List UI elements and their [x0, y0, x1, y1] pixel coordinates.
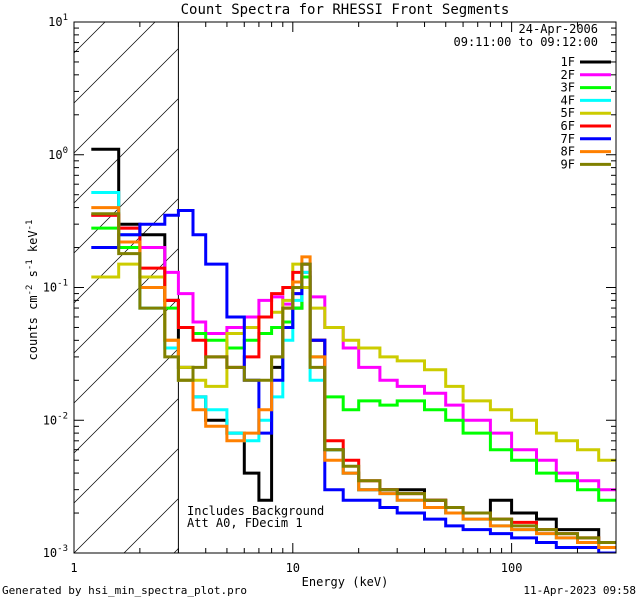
y-tick-label: 10-1	[43, 279, 68, 295]
date-label: 24-Apr-2006	[519, 22, 598, 36]
hatched-region	[0, 0, 640, 553]
legend-label-5F: 5F	[561, 106, 575, 120]
hatch-line	[0, 0, 24, 553]
legend-label-4F: 4F	[561, 93, 575, 107]
legend-label-2F: 2F	[561, 68, 575, 82]
footer-timestamp: 11-Apr-2023 09:58	[523, 584, 636, 597]
x-tick-label: 10	[286, 561, 300, 575]
x-axis-label: Energy (keV)	[302, 575, 389, 589]
legend-label-9F: 9F	[561, 157, 575, 171]
y-tick-label: 100	[48, 146, 68, 162]
series-line-8F	[91, 206, 616, 549]
x-tick-label: 1	[70, 561, 77, 575]
legend-label-7F: 7F	[561, 132, 575, 146]
hatch-line	[74, 22, 206, 154]
x-tick-label: 100	[501, 561, 523, 575]
legend-label-3F: 3F	[561, 81, 575, 95]
y-tick-label: 10-2	[43, 411, 68, 427]
hatch-line	[74, 22, 156, 104]
annotation-background: Includes Background	[187, 504, 324, 518]
annotation-attenuator: Att A0, FDecim 1	[187, 516, 303, 530]
hatch-line	[624, 0, 640, 553]
legend-label-6F: 6F	[561, 119, 575, 133]
y-tick-label: 101	[48, 13, 68, 29]
footer-generated-by: Generated by hsi_min_spectra_plot.pro	[2, 584, 247, 597]
y-tick-label: 10-3	[43, 544, 68, 560]
legend-label-8F: 8F	[561, 145, 575, 159]
series-line-2F	[91, 213, 616, 492]
y-axis-label: counts cm-2 s-1 keV-1	[25, 220, 40, 361]
legend-label-1F: 1F	[561, 55, 575, 69]
series-line-9F	[91, 212, 616, 544]
chart-title: Count Spectra for RHESSI Front Segments	[181, 2, 510, 18]
hatch-mask	[178, 22, 616, 553]
time-range-label: 09:11:00 to 09:12:00	[454, 35, 599, 49]
